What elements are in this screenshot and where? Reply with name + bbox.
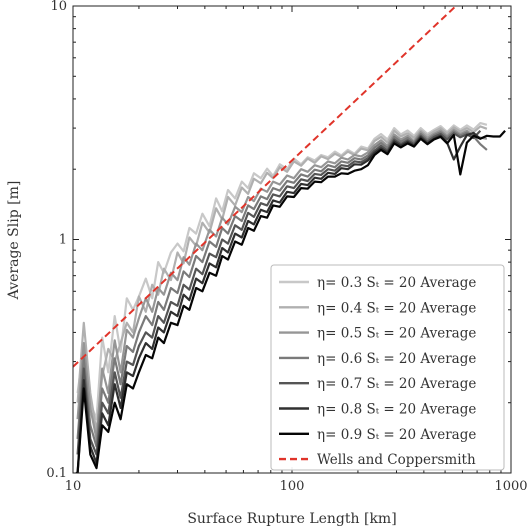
legend-entry-label: Wells and Coppersmith xyxy=(317,452,476,468)
legend-entry-label: η= 0.9 Sₜ = 20 Average xyxy=(317,427,476,443)
x-axis-label: Surface Rupture Length [km] xyxy=(187,511,396,527)
x-tick-label: 10 xyxy=(65,479,82,494)
series-line-1 xyxy=(76,121,488,421)
y-tick-label: 10 xyxy=(50,0,67,14)
legend-entry-label: η= 0.3 Sₜ = 20 Average xyxy=(317,275,476,291)
legend-entry-label: η= 0.4 Sₜ = 20 Average xyxy=(317,300,476,316)
series-layer xyxy=(73,6,506,473)
legend-entry-label: η= 0.6 Sₜ = 20 Average xyxy=(317,351,476,367)
legend-entry-label: η= 0.7 Sₜ = 20 Average xyxy=(317,376,476,392)
tick-label-layer: 10 100 1000 0.1 1 10 xyxy=(46,0,527,494)
legend: η= 0.3 Sₜ = 20 Average η= 0.4 Sₜ = 20 Ave… xyxy=(270,264,505,471)
legend-box xyxy=(270,264,505,471)
legend-entry-label: η= 0.8 Sₜ = 20 Average xyxy=(317,402,476,418)
series-line-7 xyxy=(75,130,506,473)
legend-entry-label: η= 0.5 Sₜ = 20 Average xyxy=(317,326,476,342)
y-tick-label: 0.1 xyxy=(46,466,67,481)
series-line-5 xyxy=(76,130,482,456)
y-tick-label: 1 xyxy=(59,233,67,248)
series-line-2 xyxy=(76,125,488,433)
x-tick-label: 100 xyxy=(280,479,305,494)
x-tick-label: 1000 xyxy=(494,479,527,494)
y-axis-label: Average Slip [m] xyxy=(6,181,22,301)
tick-layer xyxy=(72,5,512,474)
